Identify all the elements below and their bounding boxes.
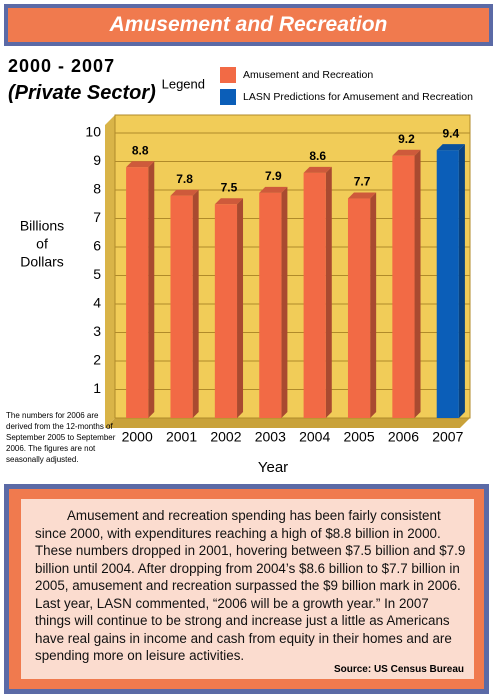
x-tick-label: 2006 bbox=[388, 429, 419, 445]
bar-side bbox=[325, 166, 332, 418]
y-tick-label: 5 bbox=[93, 266, 101, 282]
x-tick-label: 2001 bbox=[166, 429, 197, 445]
y-tick-label: 2 bbox=[93, 352, 101, 368]
data-label: 7.8 bbox=[176, 172, 193, 186]
bar-top bbox=[170, 189, 199, 196]
footnote: The numbers for 2006 are derived from th… bbox=[6, 411, 116, 464]
y-axis-label: Billions bbox=[20, 218, 64, 234]
legend-swatch bbox=[220, 89, 236, 105]
x-tick-label: 2007 bbox=[432, 429, 463, 445]
y-tick-label: 4 bbox=[93, 295, 101, 311]
data-label: 9.4 bbox=[442, 126, 459, 140]
x-tick-label: 2002 bbox=[210, 429, 241, 445]
y-tick-label: 10 bbox=[85, 124, 101, 140]
bar-side bbox=[281, 186, 288, 418]
x-tick-label: 2000 bbox=[122, 429, 153, 445]
data-label: 8.6 bbox=[309, 149, 326, 163]
y-axis-label: Dollars bbox=[20, 254, 64, 270]
bar-top bbox=[436, 144, 465, 151]
bar-side bbox=[458, 144, 465, 418]
x-axis-label: Year bbox=[258, 459, 288, 476]
bar bbox=[347, 198, 371, 418]
bar bbox=[214, 204, 238, 418]
data-label: 9.2 bbox=[398, 132, 415, 146]
bar-top bbox=[259, 186, 288, 193]
legend-swatch bbox=[220, 67, 236, 83]
y-tick-label: 7 bbox=[93, 209, 101, 225]
plot-wall-left bbox=[105, 115, 115, 428]
bar bbox=[170, 195, 193, 418]
y-tick-label: 8 bbox=[93, 181, 101, 197]
bar-side bbox=[237, 198, 244, 418]
x-tick-label: 2005 bbox=[343, 429, 374, 445]
bar bbox=[303, 172, 326, 418]
bar bbox=[259, 192, 282, 418]
text-box: Amusement and recreation spending has be… bbox=[4, 484, 489, 694]
plot-floor bbox=[105, 418, 470, 428]
bar-side bbox=[414, 149, 421, 419]
y-tick-label: 6 bbox=[93, 238, 101, 254]
source: Source: US Census Bureau bbox=[333, 664, 464, 675]
bar bbox=[436, 150, 459, 418]
legend-label: Amusement and Recreation bbox=[243, 69, 373, 81]
y-tick-label: 3 bbox=[93, 323, 101, 339]
bar bbox=[126, 167, 149, 418]
y-axis-label: of bbox=[36, 236, 48, 252]
legend-label: LASN Predictions for Amusement and Recre… bbox=[243, 91, 473, 103]
data-label: 7.7 bbox=[354, 175, 371, 189]
header: Amusement and Recreation bbox=[4, 4, 493, 46]
bar-top bbox=[347, 192, 377, 199]
bar bbox=[392, 155, 415, 419]
data-label: 7.5 bbox=[221, 180, 238, 194]
bar-side bbox=[148, 161, 155, 418]
chart-subtitle: (Private Sector) bbox=[8, 82, 156, 104]
x-tick-label: 2004 bbox=[299, 429, 330, 445]
x-tick-label: 2003 bbox=[255, 429, 286, 445]
y-tick-label: 1 bbox=[93, 380, 101, 396]
bar-side bbox=[370, 192, 377, 418]
data-label: 8.8 bbox=[132, 143, 149, 157]
legend-title: Legend bbox=[162, 76, 205, 91]
bar-top bbox=[214, 198, 244, 205]
data-label: 7.9 bbox=[265, 169, 282, 183]
bar-top bbox=[126, 161, 155, 168]
bar-top bbox=[392, 149, 421, 156]
bar-top bbox=[303, 166, 332, 173]
chart: 1 2 3 4 5 6 7 8 9 10 Billions of Dollars Year Legend Am… bbox=[20, 67, 473, 476]
bar-side bbox=[192, 189, 199, 418]
paragraph: Amusement and recreation spending has be… bbox=[35, 508, 466, 663]
text-panel: Amusement and recreation spending has be… bbox=[21, 499, 474, 679]
chart-title: 2000 - 2007 bbox=[8, 56, 116, 76]
y-tick-label: 9 bbox=[93, 152, 101, 168]
